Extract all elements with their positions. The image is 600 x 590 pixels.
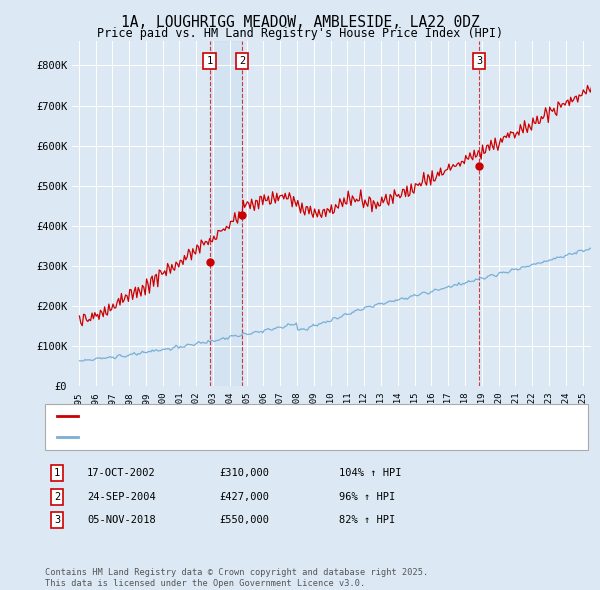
Text: 2: 2: [54, 492, 60, 502]
Text: 3: 3: [54, 516, 60, 525]
Text: 96% ↑ HPI: 96% ↑ HPI: [339, 492, 395, 502]
Text: 1A, LOUGHRIGG MEADOW, AMBLESIDE, LA22 0DZ: 1A, LOUGHRIGG MEADOW, AMBLESIDE, LA22 0D…: [121, 15, 479, 30]
Text: 24-SEP-2004: 24-SEP-2004: [87, 492, 156, 502]
Text: 1: 1: [206, 57, 212, 66]
Text: 1A, LOUGHRIGG MEADOW, AMBLESIDE, LA22 0DZ (detached house): 1A, LOUGHRIGG MEADOW, AMBLESIDE, LA22 0D…: [83, 411, 431, 421]
Text: Price paid vs. HM Land Registry's House Price Index (HPI): Price paid vs. HM Land Registry's House …: [97, 27, 503, 40]
Text: £427,000: £427,000: [219, 492, 269, 502]
Text: 104% ↑ HPI: 104% ↑ HPI: [339, 468, 401, 478]
Text: 17-OCT-2002: 17-OCT-2002: [87, 468, 156, 478]
Text: 3: 3: [476, 57, 482, 66]
Text: 2: 2: [239, 57, 245, 66]
Text: HPI: Average price, detached house, Westmorland and Furness: HPI: Average price, detached house, West…: [83, 432, 437, 442]
Text: 82% ↑ HPI: 82% ↑ HPI: [339, 516, 395, 525]
Text: £550,000: £550,000: [219, 516, 269, 525]
Text: Contains HM Land Registry data © Crown copyright and database right 2025.
This d: Contains HM Land Registry data © Crown c…: [45, 568, 428, 588]
Text: 05-NOV-2018: 05-NOV-2018: [87, 516, 156, 525]
Bar: [209, 41, 242, 386]
Text: 1: 1: [54, 468, 60, 478]
Text: £310,000: £310,000: [219, 468, 269, 478]
